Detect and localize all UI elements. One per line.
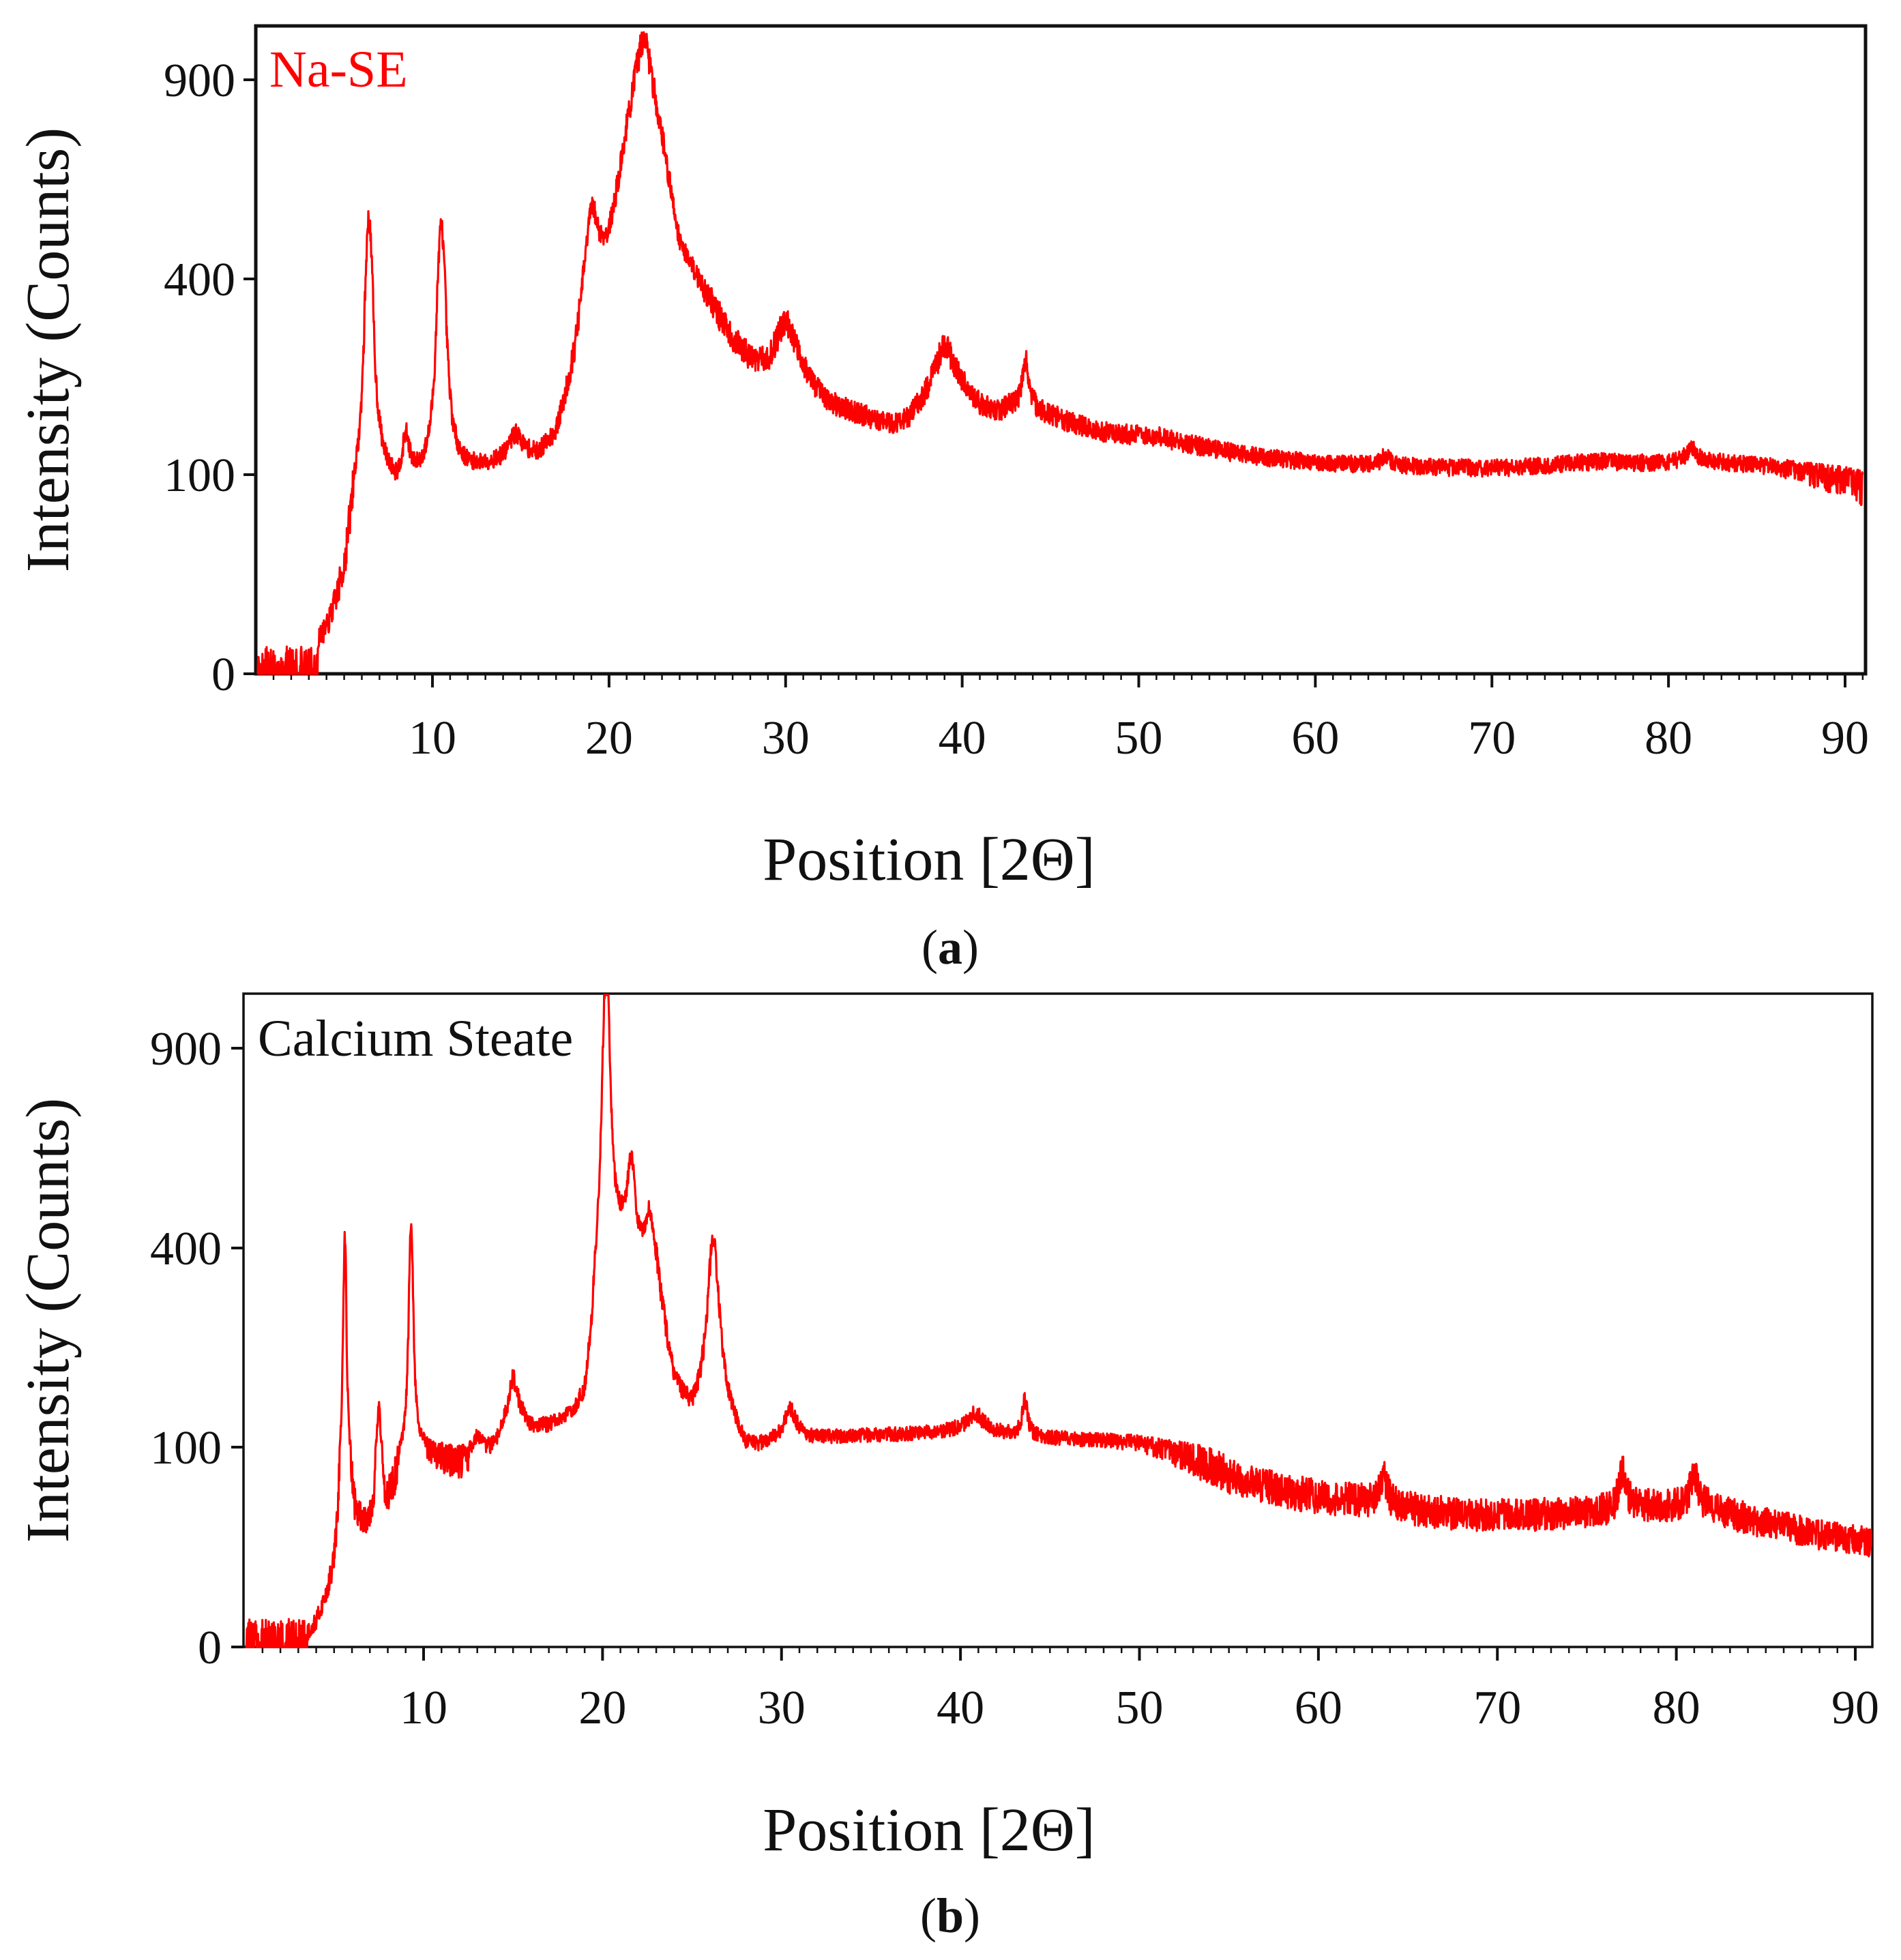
x-tick-label-a-70: 70 <box>1468 712 1516 764</box>
series-label-b: Calcium Steate <box>258 1010 573 1067</box>
x-tick-label-a-80: 80 <box>1645 712 1692 764</box>
x-tick-label-a-90: 90 <box>1821 712 1869 764</box>
y-tick-label-a-100: 100 <box>164 449 235 502</box>
x-tick-label-a-50: 50 <box>1115 712 1163 764</box>
panel-b: 10 20 30 40 50 60 70 80 90 0 100 400 900 Calcium St… <box>14 992 1879 1943</box>
caption-letter-a: a <box>938 920 962 975</box>
panel-caption-b: (b) <box>920 1888 980 1943</box>
x-tick-label-a-10: 10 <box>409 712 456 764</box>
x-axis-title-a: Position [2Θ] <box>763 826 1095 893</box>
caption-close-a: ) <box>962 920 979 975</box>
x-tick-label-a-30: 30 <box>762 712 810 764</box>
y-tick-label-b-0: 0 <box>198 1622 222 1674</box>
x-tick-label-b-30: 30 <box>758 1682 806 1734</box>
panel-caption-a: (a) <box>922 920 979 975</box>
x-tick-label-b-40: 40 <box>937 1682 984 1734</box>
plot-frame-a <box>254 24 1868 676</box>
x-tick-label-b-90: 90 <box>1831 1682 1879 1734</box>
y-ticks-b: 0 100 400 900 <box>150 1023 244 1674</box>
x-tick-label-a-20: 20 <box>585 712 633 764</box>
x-tick-label-b-80: 80 <box>1653 1682 1700 1734</box>
x-tick-label-a-40: 40 <box>939 712 986 764</box>
x-tick-label-b-60: 60 <box>1295 1682 1342 1734</box>
x-minor-ticks-b <box>261 1647 1839 1653</box>
x-axis-title-b: Position [2Θ] <box>763 1796 1095 1864</box>
y-axis-title-a: Intensity (Counts) <box>14 128 82 572</box>
y-tick-label-b-400: 400 <box>150 1223 222 1275</box>
caption-open-b: ( <box>920 1888 937 1943</box>
y-tick-label-a-400: 400 <box>164 254 235 306</box>
x-tick-label-b-10: 10 <box>400 1682 447 1734</box>
x-minor-ticks-a <box>272 674 1864 680</box>
x-ticks-b: 10 20 30 40 50 60 70 80 90 <box>400 1647 1879 1734</box>
y-tick-label-a-900: 900 <box>164 55 235 107</box>
x-tick-label-a-60: 60 <box>1291 712 1339 764</box>
y-tick-label-b-900: 900 <box>150 1023 222 1075</box>
panel-a: 10 20 30 40 50 60 70 80 90 0 100 400 900 Na-SE Inte… <box>14 24 1869 975</box>
y-tick-label-a-0: 0 <box>211 649 235 701</box>
x-tick-label-b-50: 50 <box>1116 1682 1164 1734</box>
series-line-b <box>244 994 1872 1648</box>
plot-frame-b <box>242 992 1874 1648</box>
y-ticks-a: 0 100 400 900 <box>164 55 256 701</box>
series-line-a <box>256 31 1864 675</box>
x-tick-label-b-20: 20 <box>578 1682 626 1734</box>
caption-close-b: ) <box>964 1888 980 1943</box>
caption-letter-b: b <box>937 1888 964 1943</box>
y-axis-title-b: Intensity (Counts) <box>14 1098 82 1543</box>
x-ticks-a: 10 20 30 40 50 60 70 80 90 <box>409 674 1869 764</box>
x-tick-label-b-70: 70 <box>1473 1682 1521 1734</box>
series-label-a: Na-SE <box>269 41 408 98</box>
y-tick-label-b-100: 100 <box>150 1422 222 1474</box>
caption-open-a: ( <box>922 920 938 975</box>
